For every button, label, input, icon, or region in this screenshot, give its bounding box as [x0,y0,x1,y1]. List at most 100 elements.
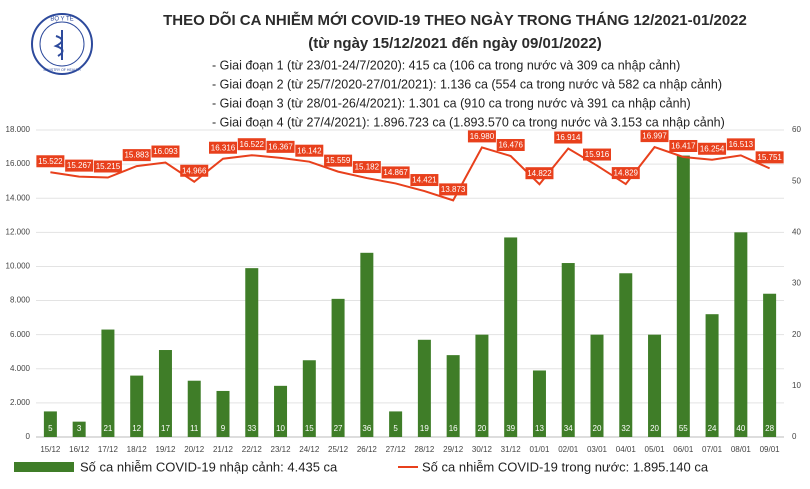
line-label: 16.254 [700,144,725,153]
bar [763,293,777,437]
y2-tick-label: 0 [792,432,797,441]
x-tick-label: 25/12 [328,445,349,454]
x-tick-label: 29/12 [443,445,464,454]
bar-label: 16 [449,424,458,433]
bar [590,334,604,437]
x-tick-label: 08/01 [731,445,752,454]
bar-label: 40 [736,424,745,433]
label-bg [324,154,353,167]
line-label: 16.093 [153,147,178,156]
x-tick-label: 20/12 [184,445,205,454]
line-label: 15.215 [96,162,121,171]
bar [245,268,259,437]
label-bg [554,131,583,144]
label-bg [583,148,611,161]
label-bg [180,164,209,177]
annotation: - Giai đoạn 1 (từ 23/01-24/7/2020): 415 … [212,58,680,72]
y-tick-label: 4.000 [10,364,31,373]
line-label: 16.980 [470,132,495,141]
x-tick-label: 21/12 [213,445,234,454]
logo: BỘ Y TẾ MINISTRY OF HEALTH [31,13,93,75]
bar-label: 10 [276,424,285,433]
label-bg [467,130,496,143]
label-bg [525,167,554,180]
line-label: 16.914 [556,133,581,142]
bar-label: 5 [393,424,398,433]
y-tick-label: 0 [26,432,31,441]
bar [101,329,115,437]
label-bg [381,166,410,179]
bar-label: 28 [765,424,774,433]
y-tick-label: 16.000 [6,159,31,168]
line [50,145,771,202]
x-tick-label: 09/01 [760,445,781,454]
line-label: 16.142 [297,146,322,155]
line-label: 14.829 [614,169,639,178]
annotation: - Giai đoạn 3 (từ 28/01-26/4/2021): 1.30… [212,96,691,110]
logo-top: BỘ Y TẾ [50,16,73,23]
bar-label: 15 [305,424,314,433]
x-tick-label: 27/12 [386,445,407,454]
label-bg [266,140,295,153]
annotation: - Giai đoạn 2 (từ 25/7/2020-27/01/2021):… [212,77,722,91]
bar [417,339,431,437]
bar-label: 33 [247,424,256,433]
bar-label: 24 [708,424,717,433]
x-tick-label: 30/12 [472,445,493,454]
x-tick-label: 07/01 [702,445,723,454]
bar [158,350,172,437]
line-label: 15.522 [38,157,63,166]
bar-label: 36 [362,424,371,433]
x-tick-label: 17/12 [98,445,119,454]
x-tick-label: 01/01 [529,445,550,454]
label-bg [410,174,439,187]
bar-label: 19 [420,424,429,433]
bar [561,263,575,437]
y-tick-label: 14.000 [6,193,31,202]
bar-label: 27 [334,424,343,433]
x-tick-label: 24/12 [299,445,320,454]
label-bg [209,141,237,154]
bar-label: 13 [535,424,544,433]
label-bg [352,161,381,174]
line-label: 15.916 [585,150,610,159]
x-tick-label: 16/12 [69,445,90,454]
bar-label: 12 [132,424,141,433]
bar [389,411,403,437]
label-bg [698,142,727,155]
line-label: 15.182 [355,163,380,172]
label-bg [496,138,525,151]
chart-subtitle: (từ ngày 15/12/2021 đến ngày 09/01/2022) [308,35,602,52]
label-bg [93,160,122,173]
bar [360,252,374,437]
y-tick-label: 2.000 [10,398,31,407]
label-bg [237,138,266,151]
label-bg [439,183,468,196]
line-label: 15.883 [124,151,149,160]
bar [446,355,460,437]
line-label: 16.476 [498,141,523,150]
line-label: 14.822 [527,169,552,178]
x-tick-label: 05/01 [645,445,666,454]
bar-label: 17 [161,424,170,433]
bar-label: 20 [593,424,602,433]
x-tick-label: 04/01 [616,445,637,454]
y2-tick-label: 20 [792,330,801,339]
bar [274,385,288,437]
x-tick-label: 18/12 [127,445,148,454]
bar-label: 34 [564,424,573,433]
x-tick-label: 23/12 [271,445,292,454]
x-tick-label: 03/01 [587,445,608,454]
label-bg [122,149,151,162]
bar-label: 9 [221,424,226,433]
x-tick-label: 26/12 [357,445,378,454]
line-label: 16.316 [211,143,236,152]
y-tick-label: 12.000 [6,227,31,236]
legend-label: Số ca nhiễm COVID-19 nhập cảnh: 4.435 ca [80,459,338,474]
y2-tick-label: 10 [792,381,801,390]
bar-label: 21 [103,424,112,433]
bar [130,375,144,437]
y2-tick-label: 60 [792,125,801,134]
bar [216,390,230,437]
bar-label: 39 [506,424,515,433]
